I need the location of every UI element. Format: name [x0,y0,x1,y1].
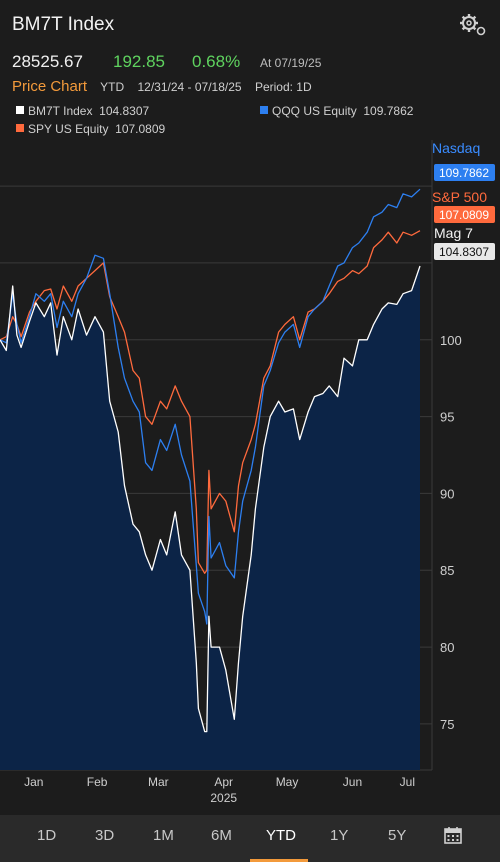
legend-swatch-bm7t [16,106,24,114]
x-tick-label: Apr [214,775,233,789]
tab-1d[interactable]: 1D [37,827,57,844]
svg-text:107.0809: 107.0809 [439,208,489,222]
x-tick-label: Feb [87,775,108,789]
last-price: 28525.67 [12,52,83,71]
tab-1m[interactable]: 1M [153,827,174,844]
price-chart-header: Price Chart YTD 12/31/24 - 07/18/25 Peri… [12,78,322,95]
y-tick-label: 100 [440,333,462,348]
svg-text:109.7862: 109.7862 [439,166,489,180]
x-tick-label: Jun [343,775,362,789]
legend-label-bm7t: BM7T Index [28,104,93,118]
as-of-date: At 07/19/25 [260,56,322,70]
series-line-qqq [0,188,421,625]
x-tick-label: Mar [148,775,169,789]
bm7t-area-fill [0,266,420,770]
tab-5y[interactable]: 5Y [388,827,407,844]
legend-label-spy: SPY US Equity [28,122,109,136]
percent-change: 0.68% [192,52,241,71]
legend-value-qqq: 109.7862 [363,104,414,118]
active-tab-indicator [250,859,308,862]
legend-label-qqq: QQQ US Equity [272,104,357,118]
tab-ytd[interactable]: YTD [266,827,296,844]
x-tick-label: Jul [400,775,415,789]
end-value-badge-bm7t: 104.8307 [434,243,495,260]
y-tick-label: 85 [440,563,454,578]
annotation-nasdaq: Nasdaq [432,140,480,156]
x-tick-label: May [276,775,299,789]
annotation-sp500: S&P 500 [432,189,487,205]
end-value-badge-qqq: 109.7862 [434,164,495,181]
x-tick-label: Jan [24,775,43,789]
svg-text:104.8307: 104.8307 [439,245,489,259]
price-chart-title: Price Chart [12,78,88,95]
series-line-bm7t [0,265,421,733]
end-value-badge-spy: 107.0809 [434,206,495,223]
legend-swatch-qqq [260,106,268,114]
range-label[interactable]: YTD [100,80,125,94]
page-title: BM7T Index [12,14,115,35]
legend-item-qqq: QQQ US Equity 109.7862 [260,104,413,118]
period-label[interactable]: Period: 1D [254,80,312,94]
tab-1y[interactable]: 1Y [330,827,349,844]
net-change: 192.85 [113,52,165,71]
y-tick-label: 75 [440,717,454,732]
legend-item-spy: SPY US Equity 107.0809 [16,122,165,136]
tab-3d[interactable]: 3D [95,827,115,844]
date-range[interactable]: 12/31/24 - 07/18/25 [137,80,242,94]
legend-value-bm7t: 104.8307 [99,104,150,118]
range-tab-bar: 1D 3D 1M 6M YTD 1Y 5Y [0,815,500,862]
annotation-mag7: Mag 7 [434,225,473,241]
series-line-spy [0,230,421,574]
y-tick-label: 80 [440,640,454,655]
legend-item-bm7t: BM7T Index 104.8307 [16,104,149,118]
legend-swatch-spy [16,124,24,132]
y-tick-label: 90 [440,486,454,501]
y-tick-label: 95 [440,410,454,425]
settings-gears-icon[interactable] [458,12,488,38]
calendar-icon[interactable] [444,826,462,844]
legend-value-spy: 107.0809 [115,122,166,136]
tab-6m[interactable]: 6M [211,827,232,844]
x-axis-year-label: 2025 [210,791,237,805]
